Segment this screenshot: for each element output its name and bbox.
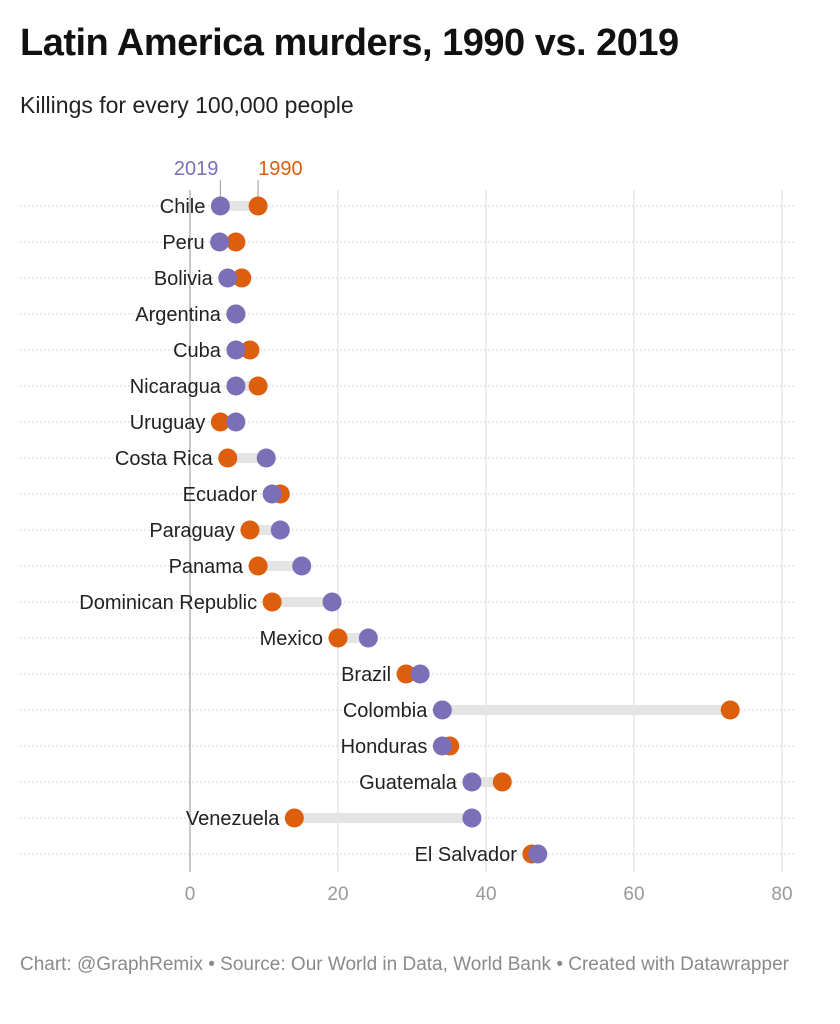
row-label: Honduras [341, 736, 428, 758]
dot-2019 [292, 556, 312, 576]
row-label: Argentina [135, 304, 221, 326]
row-label: Mexico [260, 628, 323, 650]
chart-subtitle: Killings for every 100,000 people [20, 92, 354, 118]
dot-2019 [410, 664, 430, 684]
chart-title: Latin America murders, 1990 vs. 2019 [20, 22, 679, 64]
dot-1990 [248, 196, 268, 216]
dot-1990 [218, 448, 238, 468]
row-label: Chile [160, 196, 206, 218]
row-label: Costa Rica [115, 448, 214, 470]
dot-2019 [226, 412, 246, 432]
dot-1990 [248, 556, 268, 576]
x-tick-label: 60 [623, 884, 644, 905]
row-label: Paraguay [149, 520, 235, 542]
row-label: Dominican Republic [79, 592, 257, 614]
x-tick-label: 80 [771, 884, 792, 905]
dot-2019 [256, 448, 276, 468]
row-label: Brazil [341, 664, 391, 686]
dot-2019 [432, 736, 452, 756]
dot-1990 [284, 808, 304, 828]
dot-1990 [720, 700, 740, 720]
row-label: Cuba [173, 340, 222, 362]
legend-2019: 2019 [174, 158, 219, 180]
row-label: El Salvador [415, 844, 518, 866]
x-tick-label: 40 [475, 884, 496, 905]
dot-2019 [262, 484, 282, 504]
dot-2019 [358, 628, 378, 648]
dot-1990 [492, 772, 512, 792]
dot-2019 [210, 196, 230, 216]
dot-1990 [232, 268, 252, 288]
dot-1990 [248, 376, 268, 396]
dot-2019 [226, 340, 246, 360]
row-label: Colombia [343, 700, 428, 722]
dot-2019 [528, 844, 548, 864]
dot-2019 [270, 520, 290, 540]
row-label: Ecuador [183, 484, 258, 506]
dot-2019 [462, 808, 482, 828]
row-label: Peru [162, 232, 204, 254]
dot-2019 [226, 304, 246, 324]
dot-1990 [226, 232, 246, 252]
dot-1990 [240, 520, 260, 540]
dot-1990 [240, 340, 260, 360]
dot-2019 [322, 592, 342, 612]
x-tick-label: 0 [185, 884, 196, 905]
chart-notes: Chart: @GraphRemix • Source: Our World i… [20, 954, 789, 975]
dot-1990 [328, 628, 348, 648]
dot-2019 [226, 376, 246, 396]
dot-2019 [462, 772, 482, 792]
row-label: Panama [169, 556, 244, 578]
row-label: Venezuela [186, 808, 280, 830]
dot-1990 [262, 592, 282, 612]
row-label: Nicaragua [130, 376, 222, 398]
dot-2019 [218, 268, 238, 288]
x-tick-label: 20 [327, 884, 348, 905]
row-label: Bolivia [154, 268, 214, 290]
row-label: Guatemala [359, 772, 458, 794]
dot-1990 [210, 412, 230, 432]
dot-1990 [396, 664, 416, 684]
legend-1990: 1990 [258, 158, 303, 180]
row-label: Uruguay [130, 412, 206, 434]
dot-2019 [210, 232, 230, 252]
dot-2019 [432, 700, 452, 720]
